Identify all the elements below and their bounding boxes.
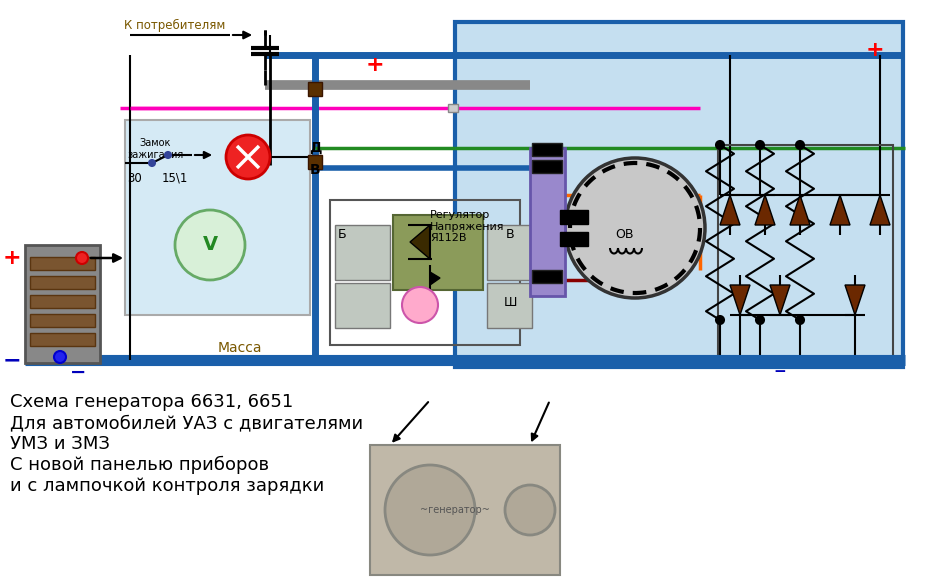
- Bar: [532, 270, 562, 283]
- Text: Б: Б: [338, 229, 347, 241]
- Circle shape: [796, 141, 804, 149]
- Circle shape: [226, 135, 270, 179]
- Circle shape: [505, 485, 555, 535]
- Bar: [487, 283, 532, 328]
- Circle shape: [565, 158, 705, 298]
- Polygon shape: [755, 195, 775, 225]
- Polygon shape: [770, 285, 790, 315]
- Circle shape: [76, 252, 88, 264]
- Bar: [560, 210, 588, 224]
- Bar: [532, 160, 562, 173]
- Bar: [30, 257, 95, 270]
- Bar: [718, 145, 893, 360]
- Bar: [308, 82, 322, 96]
- Circle shape: [756, 316, 764, 324]
- Bar: [487, 225, 532, 280]
- Polygon shape: [845, 285, 865, 315]
- Text: и с лампочкой контроля зарядки: и с лампочкой контроля зарядки: [10, 477, 325, 495]
- Bar: [448, 104, 458, 112]
- Polygon shape: [830, 195, 850, 225]
- Text: +: +: [3, 248, 21, 268]
- Polygon shape: [720, 195, 740, 225]
- Circle shape: [385, 465, 475, 555]
- Bar: [335, 225, 390, 280]
- Circle shape: [756, 141, 764, 149]
- Circle shape: [149, 160, 155, 166]
- Text: −: −: [69, 363, 86, 381]
- Polygon shape: [870, 195, 890, 225]
- Polygon shape: [430, 272, 440, 285]
- Bar: [30, 333, 95, 346]
- Circle shape: [165, 152, 171, 158]
- Polygon shape: [730, 285, 750, 315]
- Text: V: V: [203, 236, 217, 254]
- Circle shape: [402, 287, 438, 323]
- Text: К потребителям: К потребителям: [124, 18, 226, 32]
- Bar: [530, 148, 565, 296]
- Polygon shape: [790, 195, 810, 225]
- Bar: [370, 445, 560, 575]
- Bar: [335, 283, 390, 328]
- Text: −: −: [773, 364, 786, 380]
- Circle shape: [796, 316, 804, 324]
- Text: +: +: [866, 40, 884, 60]
- Bar: [532, 143, 562, 156]
- Text: Схема генератора 6631, 6651: Схема генератора 6631, 6651: [10, 393, 293, 411]
- Text: ~генератор~: ~генератор~: [420, 505, 490, 515]
- Text: Д: Д: [309, 141, 321, 155]
- Bar: [125, 120, 310, 315]
- Text: Замок
зажигания: Замок зажигания: [127, 138, 183, 159]
- Text: +: +: [365, 55, 384, 75]
- Bar: [455, 22, 903, 367]
- Circle shape: [716, 316, 724, 324]
- Bar: [30, 276, 95, 289]
- Bar: [330, 200, 520, 345]
- Text: Ш: Ш: [503, 295, 517, 308]
- Bar: [30, 314, 95, 327]
- Bar: [560, 232, 588, 246]
- Circle shape: [175, 210, 245, 280]
- Text: УМЗ и ЗМЗ: УМЗ и ЗМЗ: [10, 435, 110, 453]
- Bar: [25, 245, 100, 363]
- Text: −: −: [3, 350, 21, 370]
- Text: В: В: [310, 163, 320, 177]
- Text: С новой панелью приборов: С новой панелью приборов: [10, 456, 269, 474]
- Text: 30: 30: [128, 172, 142, 185]
- Text: В: В: [506, 229, 514, 241]
- Bar: [308, 155, 322, 169]
- Bar: [393, 215, 483, 290]
- Circle shape: [54, 351, 66, 363]
- Text: 15\1: 15\1: [162, 172, 188, 185]
- Polygon shape: [410, 225, 430, 259]
- Text: Масса: Масса: [217, 341, 263, 355]
- Text: ОВ: ОВ: [616, 229, 635, 241]
- Text: Регулятор
Напряжения
Я112В: Регулятор Напряжения Я112В: [430, 210, 504, 243]
- Circle shape: [716, 141, 724, 149]
- Bar: [30, 295, 95, 308]
- Text: Для автомобилей УАЗ с двигателями: Для автомобилей УАЗ с двигателями: [10, 414, 364, 432]
